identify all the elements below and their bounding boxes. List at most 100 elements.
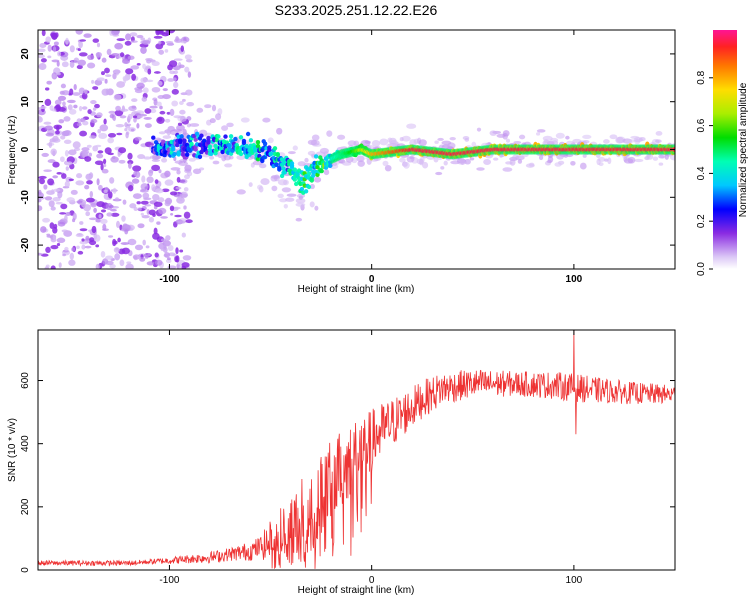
spectrogram-cell-1292 (193, 147, 198, 152)
spectrogram-cell-1010 (476, 167, 485, 171)
spectrogram-cell-625 (95, 218, 102, 223)
spectrogram-cell-1193 (443, 160, 448, 166)
spectrogram-cell-1424 (255, 140, 261, 145)
spectrogram-cell-131 (38, 189, 42, 196)
spectrogram-cell-682 (57, 191, 63, 199)
spectrogram-cell-386 (155, 43, 164, 50)
spectrogram-cell-270 (162, 88, 168, 92)
spectrogram-cell-347 (141, 215, 150, 219)
spectrogram-cell-550 (116, 220, 120, 228)
spectrogram-cell-388 (181, 232, 186, 238)
spectrogram-cell-482 (157, 197, 165, 203)
spectrogram-cell-903 (505, 138, 511, 143)
spectrogram-cell-580 (56, 237, 66, 244)
spectrogram-cell-623 (156, 116, 165, 124)
spectrogram-cell-1318 (206, 140, 211, 145)
spectrogram-cell-499 (38, 115, 42, 121)
spectrogram-cell-90 (46, 80, 53, 85)
spectrogram-cell-674 (132, 115, 138, 119)
spectrogram-cell-526 (130, 128, 135, 132)
spectrogram-cell-59 (94, 160, 104, 166)
spectrogram-cell-614 (125, 33, 132, 41)
spectrogram-cell-689 (81, 238, 85, 242)
spectrogram-cell-11 (38, 198, 42, 203)
spectrogram-cell-634 (144, 123, 152, 128)
spectrogram-cell-1408 (248, 138, 254, 143)
spectrogram-cell-702 (309, 201, 315, 208)
spectrogram-cell-1539 (311, 173, 316, 178)
spectrogram-cell-1448 (267, 147, 272, 153)
snr-ylabel: SNR (10 * v/v) (7, 418, 18, 482)
spectrogram-cell-288 (164, 179, 174, 186)
spectrogram-ytick-label: 10 (20, 96, 31, 108)
spectrogram-cell-754 (422, 161, 429, 169)
spectrogram-cell-899 (204, 104, 212, 109)
spectrogram-cell-812 (555, 132, 565, 139)
spectrogram-cell-948 (279, 198, 288, 203)
spectrogram-cell-676 (136, 201, 141, 205)
spectrogram-cell-638 (182, 255, 192, 261)
spectrogram-cell-140 (79, 240, 88, 245)
spectrogram-cell-1459 (272, 146, 278, 151)
spectrogram-cell-599 (187, 71, 192, 78)
spectrogram-cell-670 (64, 130, 71, 134)
spectrogram-cell-443 (134, 244, 144, 251)
spectrogram-cell-1043 (186, 171, 193, 177)
spectrogram-cell-402 (87, 54, 95, 61)
spectrogram-cell-611 (184, 54, 192, 60)
spectrogram-cell-855 (186, 102, 195, 107)
spectrogram-cell-1325 (209, 151, 214, 156)
spectrogram-cell-962 (382, 160, 389, 167)
spectrogram-cell-500 (112, 187, 117, 194)
spectrogram-cell-677 (108, 191, 113, 199)
spectrogram-cell-520 (131, 178, 140, 184)
spectrogram-cell-685 (129, 40, 138, 43)
spectrogram-cell-266 (67, 161, 73, 165)
spectrogram-cell-383 (127, 238, 137, 246)
spectrogram-cell-126 (73, 147, 81, 152)
spectrogram-cell-561 (140, 37, 145, 41)
spectrogram-cell-1153 (179, 178, 188, 184)
spectrogram-cell-690 (124, 229, 129, 235)
spectrogram-cell-680 (140, 46, 147, 54)
spectrogram-cell-581 (48, 141, 53, 148)
spectrogram-cell-1502 (292, 167, 297, 172)
snr-xtick-label: 100 (566, 575, 583, 586)
spectrogram-cell-661 (61, 90, 70, 96)
spectrogram-cell-1159 (313, 176, 322, 183)
spectrogram-cell-169 (101, 168, 109, 174)
spectrogram-cell-1162 (171, 100, 179, 107)
spectrogram-cell-549 (85, 235, 90, 241)
colorbar-ticks: 0.0 0.2 0.4 0.6 0.8 (696, 70, 713, 276)
spectrogram-cell-182 (50, 244, 59, 250)
spectrogram-cell-196 (45, 132, 55, 137)
spectrogram-cell-585 (41, 152, 49, 157)
spectrogram-cell-201 (45, 246, 51, 254)
spectrogram-cell-229 (75, 30, 83, 35)
spectrogram-cell-146 (136, 62, 141, 66)
spectrogram-cell-510 (137, 223, 145, 229)
spectrogram-cell-463 (149, 105, 158, 109)
spectrogram-cell-275 (179, 249, 184, 253)
spectrogram-cell-372 (154, 252, 159, 258)
spectrogram-cell-1020 (161, 157, 168, 163)
spectrogram-cell-405 (125, 132, 129, 139)
spectrogram-cell-691 (165, 40, 174, 44)
spectrogram-cell-950 (607, 157, 612, 165)
spectrogram-cell-199 (115, 70, 119, 76)
spectrogram-cell-1024 (192, 168, 202, 175)
spectrogram-cell-600 (107, 132, 117, 138)
spectrogram-cell-818 (493, 157, 499, 161)
spectrogram-cell-1386 (238, 135, 244, 140)
spectrogram-cell-231 (60, 156, 65, 163)
spectrogram-cell-507 (146, 59, 152, 64)
spectrogram-cell-830 (634, 158, 644, 163)
spectrogram-cell-120 (68, 259, 76, 266)
spectrogram-cell-30 (183, 211, 191, 219)
spectrogram-cell-156 (170, 212, 174, 216)
spectrogram-cell-545 (112, 72, 117, 80)
spectrogram-cell-621 (96, 77, 105, 82)
spectrogram-cell-703 (164, 118, 171, 123)
spectrogram-cell-1057 (356, 155, 365, 162)
spectrogram-cell-1066 (173, 128, 182, 132)
